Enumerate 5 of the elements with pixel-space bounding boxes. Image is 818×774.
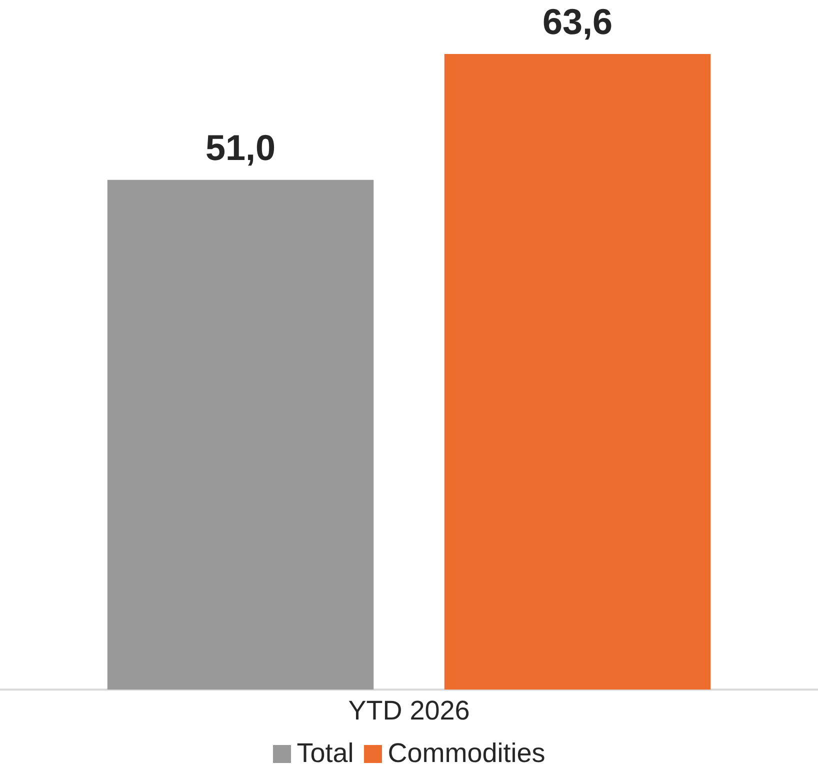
data-label: 63,6	[542, 0, 613, 42]
x-axis-title: YTD 2026	[348, 695, 470, 726]
legend-label: Total	[296, 738, 354, 769]
legend-label: Commodities	[388, 738, 546, 769]
data-label: 51,0	[205, 126, 276, 168]
